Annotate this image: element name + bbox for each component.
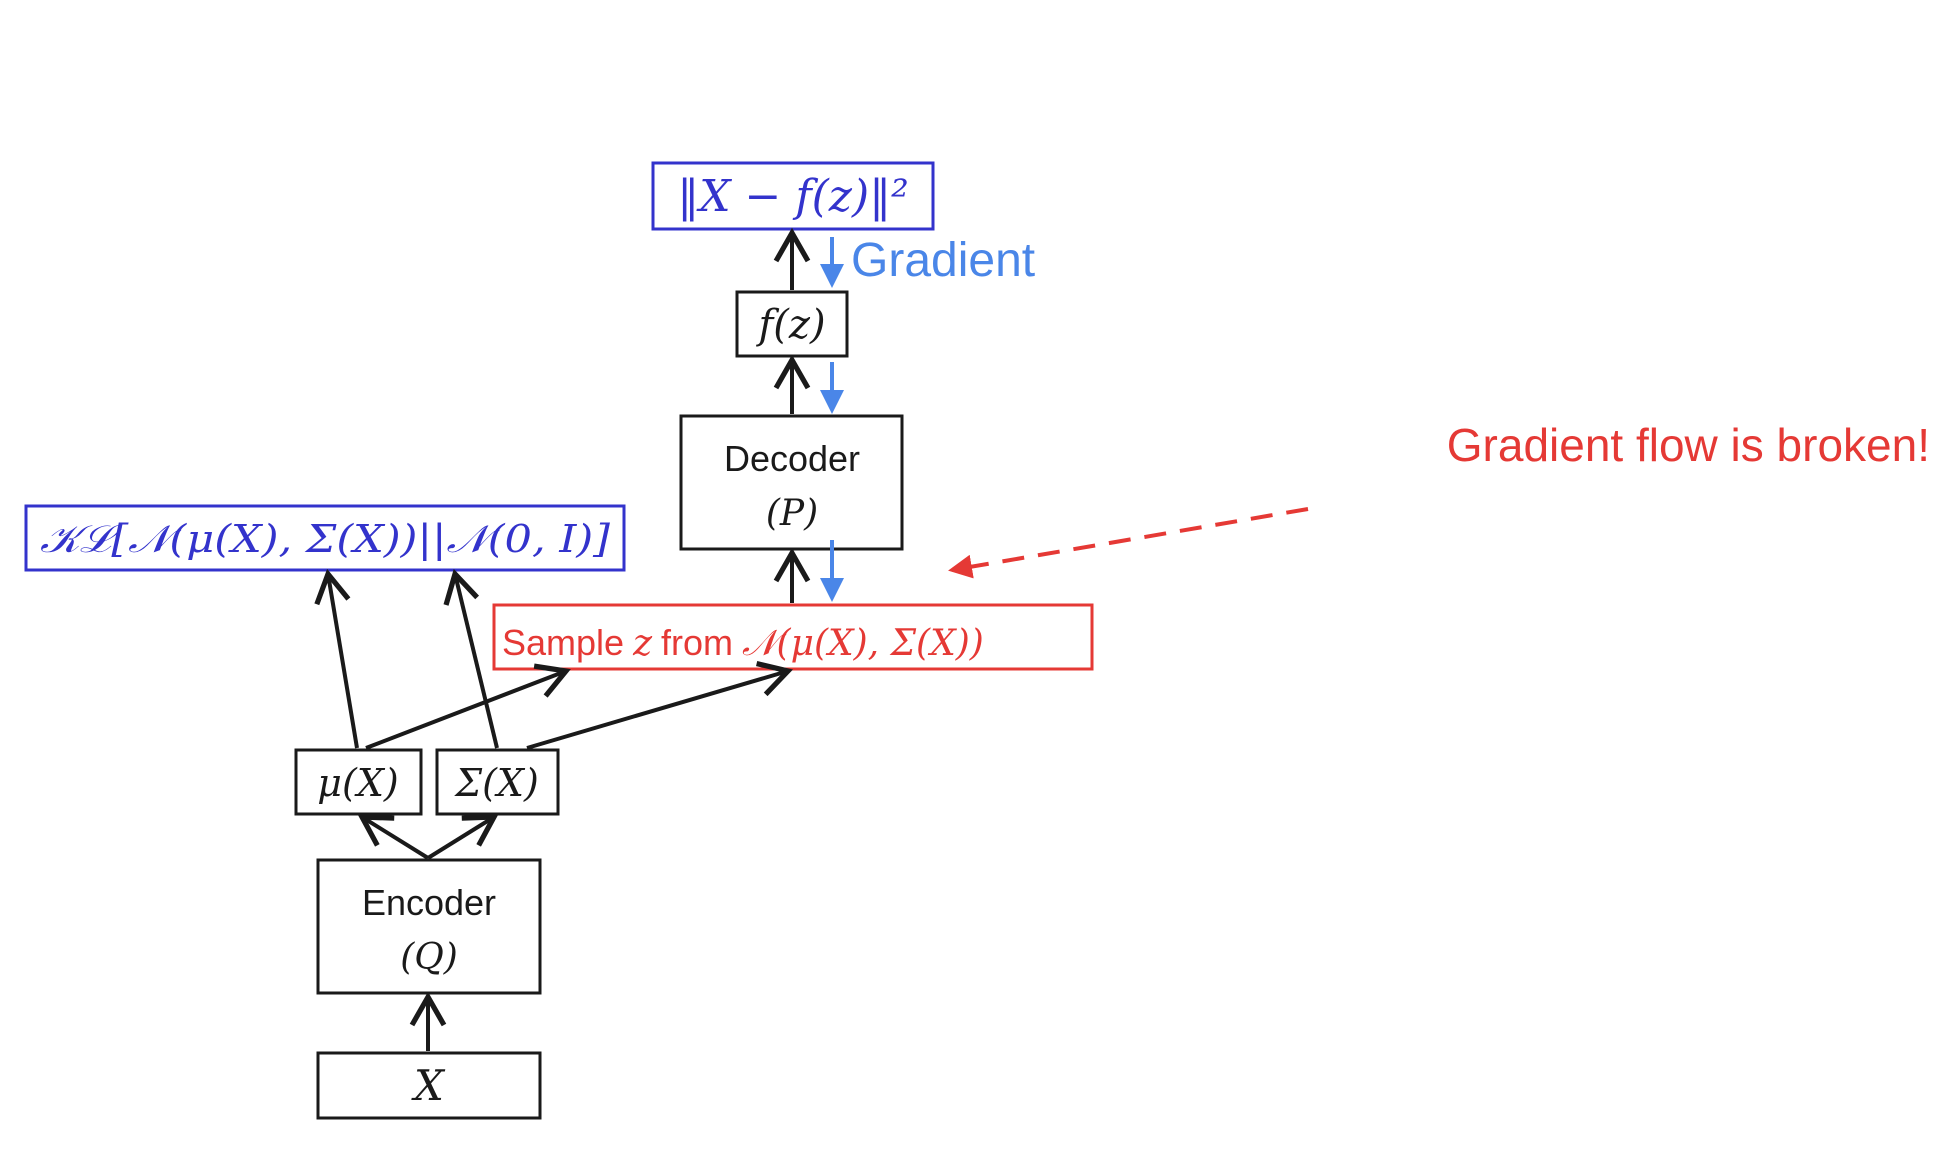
decoder-subtitle: (P): [766, 493, 818, 534]
encoder-box: Encoder (Q): [316, 858, 542, 995]
gradient-label: Gradient: [851, 234, 1035, 287]
sample-distribution: 𝒩(μ(X), Σ(X)): [742, 623, 984, 664]
encoder-title: Encoder: [362, 882, 496, 923]
encoder-subtitle: (Q): [400, 937, 458, 978]
broken-flow-label: Gradient flow is broken!: [1447, 419, 1930, 471]
mu-text: μ(X): [317, 761, 398, 805]
arrow-mu-to-kl: [314, 568, 359, 749]
broken-flow-arrow: [948, 507, 1309, 579]
arrow-encoder-to-sigma: [426, 814, 499, 860]
sigma-box: Σ(X): [435, 748, 560, 816]
sample-text: Sample z from 𝒩(μ(X), Σ(X)): [502, 622, 984, 664]
recon-loss-box: ‖X − f(z)‖²: [651, 161, 935, 231]
fz-box: f(z): [735, 290, 849, 358]
recon-loss-text: ‖X − f(z)‖²: [677, 171, 909, 222]
arrow-sigma-to-kl: [443, 568, 499, 749]
fz-text: f(z): [755, 302, 825, 348]
decoder-box: Decoder (P): [679, 414, 904, 551]
mu-box: μ(X): [294, 748, 423, 816]
kl-loss-box: 𝒦ℒ[𝒩(μ(X), Σ(X))||𝒩(0, I)]: [24, 504, 626, 572]
sigma-text: Σ(X): [453, 761, 539, 805]
kl-loss-text: 𝒦ℒ[𝒩(μ(X), Σ(X))||𝒩(0, I)]: [40, 517, 610, 561]
input-text: X: [411, 1061, 446, 1110]
sample-from: from: [661, 622, 733, 663]
arrow-sigma-to-sample: [526, 661, 794, 750]
arrow-mu-to-sample: [365, 663, 571, 750]
sample-variable: z: [632, 623, 653, 664]
arrow-encoder-to-mu: [357, 814, 430, 860]
sample-prefix: Sample: [502, 622, 624, 663]
input-box: X: [316, 1051, 542, 1120]
decoder-title: Decoder: [724, 438, 860, 479]
sample-box: Sample z from 𝒩(μ(X), Σ(X)): [492, 603, 1094, 671]
